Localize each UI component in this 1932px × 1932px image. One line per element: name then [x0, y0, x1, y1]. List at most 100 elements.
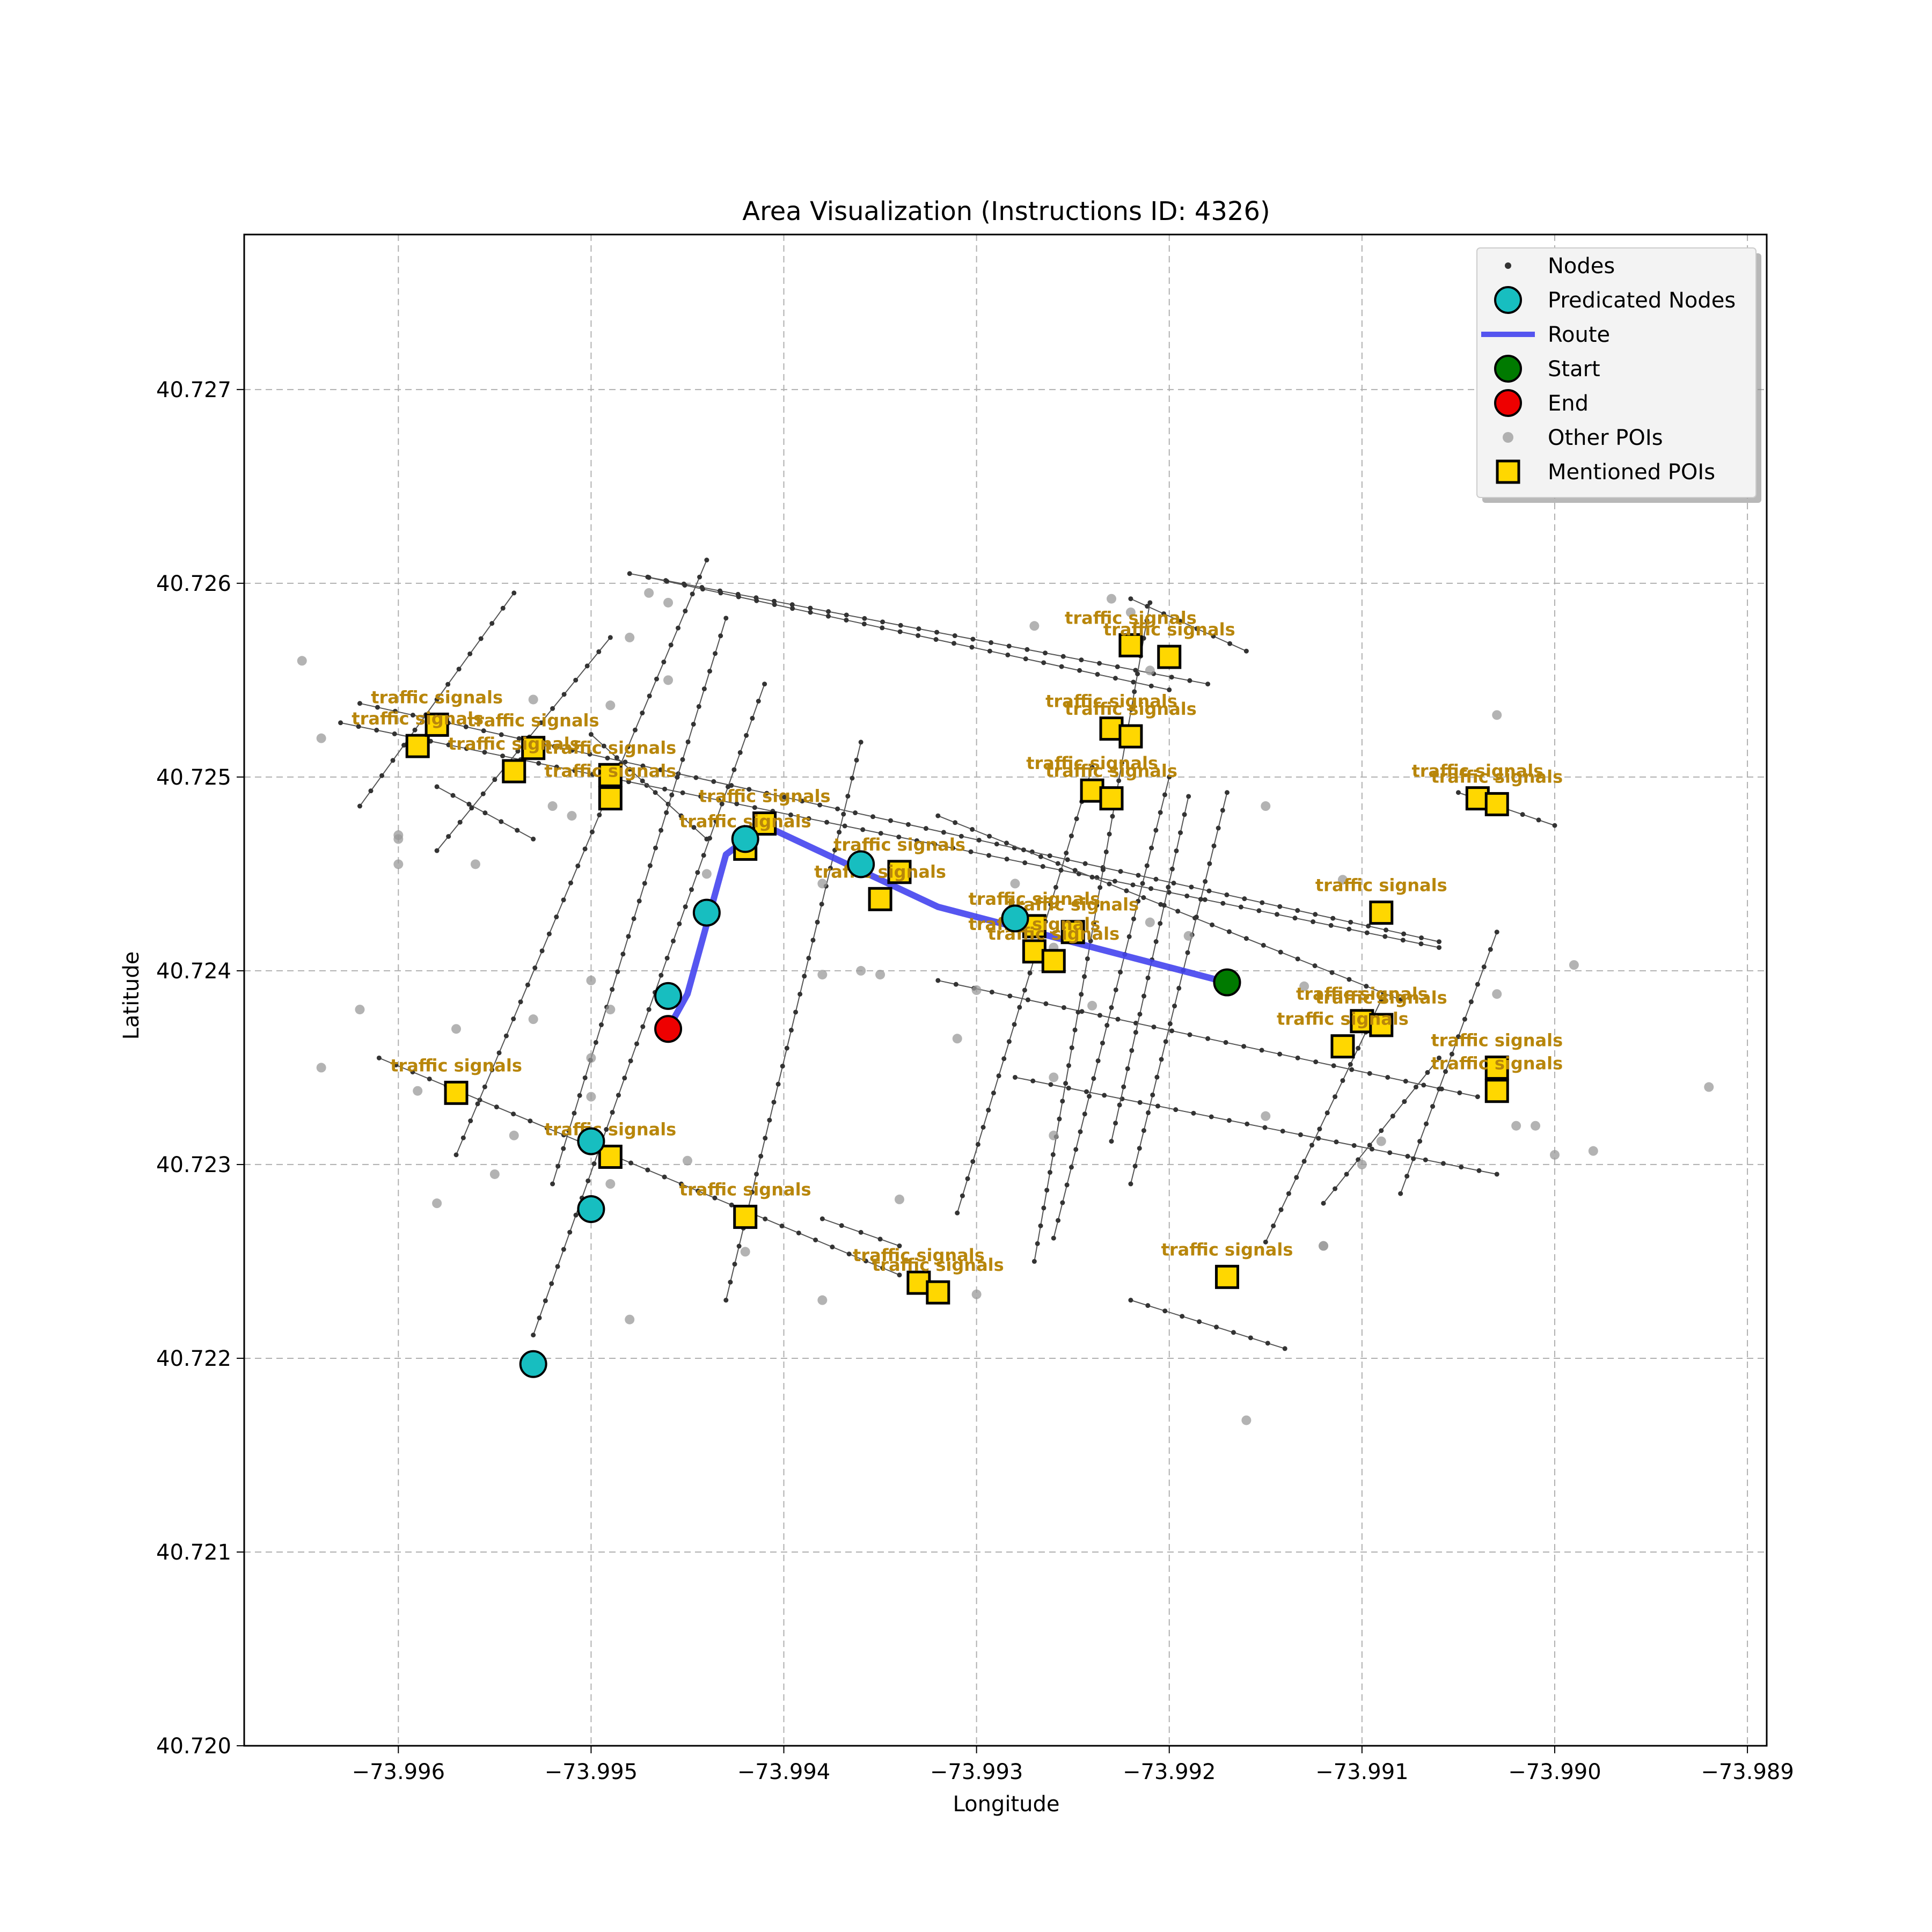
other-poi — [817, 879, 828, 889]
node — [601, 743, 606, 749]
node — [1313, 1059, 1319, 1065]
node — [1121, 1084, 1126, 1089]
node — [1124, 888, 1129, 894]
other-poi — [1319, 1241, 1329, 1251]
legend-circle-marker — [1494, 389, 1522, 417]
other-poi — [1029, 621, 1040, 631]
node — [561, 1146, 566, 1151]
node — [1169, 675, 1174, 680]
node — [494, 1104, 499, 1110]
mentioned-poi-label: traffic signals — [467, 711, 599, 731]
mentioned-poi-marker — [1484, 1055, 1509, 1080]
node — [754, 1172, 759, 1177]
node — [1417, 1139, 1423, 1144]
node — [986, 1108, 991, 1113]
node — [1316, 1136, 1321, 1141]
node — [1286, 1191, 1291, 1196]
node — [642, 881, 647, 886]
node — [460, 1135, 466, 1140]
node — [368, 788, 374, 794]
legend-label: Mentioned POIs — [1548, 460, 1715, 485]
node — [1206, 888, 1212, 894]
node — [634, 1041, 639, 1046]
node — [950, 845, 955, 851]
node — [1155, 1103, 1160, 1109]
node — [511, 1016, 516, 1022]
node — [1137, 1146, 1142, 1151]
node — [989, 990, 994, 995]
other-poi — [682, 1155, 692, 1166]
node — [839, 1223, 844, 1228]
node — [640, 778, 645, 784]
y-tick-label: 40.727 — [156, 378, 231, 402]
node — [1158, 921, 1163, 926]
node — [1324, 1110, 1330, 1116]
node — [1118, 969, 1123, 975]
node — [1404, 1174, 1410, 1179]
node — [567, 1230, 573, 1235]
y-tick-label: 40.722 — [156, 1346, 231, 1371]
node — [1437, 939, 1442, 945]
node — [478, 636, 484, 641]
node — [572, 768, 577, 773]
node — [555, 1163, 561, 1169]
node — [880, 619, 885, 625]
node — [1263, 1239, 1268, 1245]
node — [482, 810, 488, 816]
node — [1468, 999, 1474, 1005]
node — [1379, 1128, 1384, 1133]
node — [749, 1189, 755, 1195]
node — [662, 786, 668, 792]
y-tick-label: 40.725 — [156, 765, 231, 790]
node — [1113, 987, 1118, 992]
mentioned-poi-label: traffic signals — [1026, 753, 1158, 773]
node — [767, 1117, 772, 1123]
mentioned-poi-marker — [1484, 1079, 1509, 1103]
other-poi — [1145, 665, 1155, 676]
node — [986, 853, 992, 858]
node — [1060, 1200, 1065, 1205]
node — [817, 802, 823, 808]
node — [1172, 1004, 1177, 1009]
node — [1169, 866, 1175, 872]
node — [1104, 1023, 1110, 1028]
other-poi — [413, 1086, 423, 1096]
node — [830, 1245, 835, 1250]
predicted-node — [577, 1195, 605, 1223]
node — [716, 797, 721, 803]
node — [554, 764, 559, 770]
legend: Nodes Predicated Nodes Route Start End Other … — [1476, 247, 1761, 503]
node — [1153, 876, 1159, 882]
node — [854, 757, 859, 763]
node — [1191, 1110, 1196, 1116]
legend-circle-marker — [1494, 355, 1522, 383]
node — [905, 822, 911, 827]
node — [531, 1333, 536, 1338]
node — [1298, 1132, 1303, 1137]
other-poi — [1492, 989, 1502, 999]
node — [450, 793, 456, 798]
node — [701, 853, 706, 858]
node — [1066, 1063, 1071, 1069]
other-poi — [586, 975, 596, 985]
node — [878, 831, 883, 836]
node — [832, 847, 838, 853]
node — [1437, 1086, 1442, 1092]
node — [597, 813, 602, 818]
node — [691, 825, 697, 830]
node — [1220, 808, 1225, 813]
node — [1351, 1143, 1357, 1148]
node — [1162, 792, 1167, 797]
node — [1387, 1150, 1393, 1155]
node — [1079, 1009, 1085, 1014]
node — [824, 819, 830, 825]
node — [1133, 668, 1138, 673]
node — [1334, 1139, 1339, 1145]
node — [880, 625, 885, 631]
node — [1051, 1235, 1056, 1241]
node — [1144, 863, 1150, 868]
other-poi — [740, 1247, 750, 1257]
node — [683, 904, 688, 910]
node — [965, 1176, 970, 1181]
node — [1227, 641, 1233, 646]
